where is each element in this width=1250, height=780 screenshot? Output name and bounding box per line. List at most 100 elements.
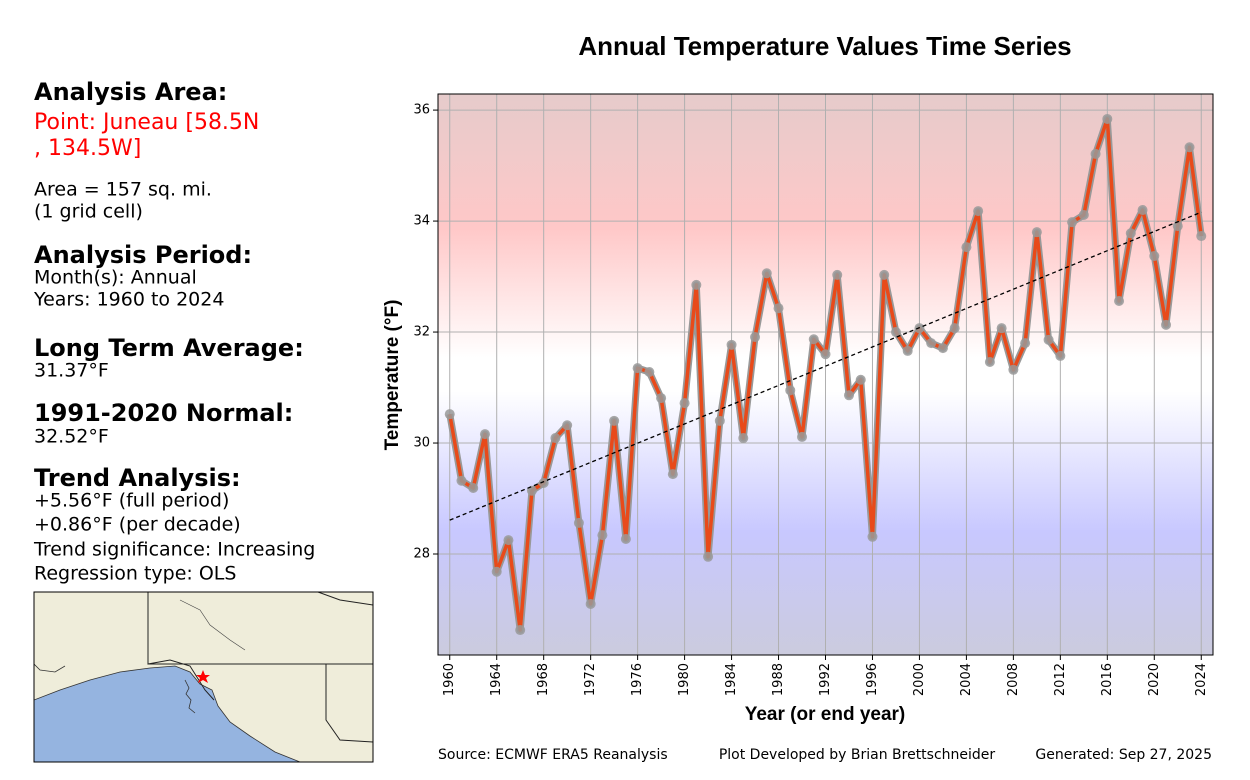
data-point bbox=[714, 415, 725, 426]
y-tick-label: 34 bbox=[413, 214, 430, 229]
data-point bbox=[562, 420, 573, 431]
panel-heading: 1991-2020 Normal: bbox=[34, 399, 293, 427]
data-point bbox=[1137, 204, 1148, 215]
data-point bbox=[573, 517, 584, 528]
data-point bbox=[456, 475, 467, 486]
data-point bbox=[597, 530, 608, 541]
data-point bbox=[1184, 142, 1195, 153]
data-point bbox=[1008, 364, 1019, 375]
chart-title: Annual Temperature Values Time Series bbox=[578, 31, 1071, 61]
data-point bbox=[491, 566, 502, 577]
data-point bbox=[937, 343, 948, 354]
data-point bbox=[996, 323, 1007, 334]
data-point bbox=[1102, 113, 1113, 124]
data-point bbox=[1172, 221, 1183, 232]
panel-heading: Long Term Average: bbox=[34, 334, 304, 362]
x-tick-label: 1976 bbox=[630, 663, 645, 696]
data-point bbox=[984, 357, 995, 368]
panel-text: Years: 1960 to 2024 bbox=[33, 289, 224, 311]
data-point bbox=[867, 531, 878, 542]
panel-point: Point: Juneau [58.5N bbox=[34, 110, 259, 135]
data-point bbox=[538, 477, 549, 488]
panel-text: Regression type: OLS bbox=[34, 563, 236, 585]
data-point bbox=[750, 332, 761, 343]
data-point bbox=[879, 269, 890, 280]
panel-heading: Trend Analysis: bbox=[34, 464, 241, 492]
y-tick-label: 32 bbox=[413, 325, 430, 340]
panel-text: Trend significance: Increasing bbox=[33, 539, 315, 561]
data-point bbox=[503, 535, 514, 546]
data-point bbox=[961, 242, 972, 253]
data-point bbox=[526, 485, 537, 496]
data-point bbox=[444, 409, 455, 420]
location-map bbox=[34, 592, 373, 762]
panel-text: +0.86°F (per decade) bbox=[34, 514, 241, 536]
data-point bbox=[479, 429, 490, 440]
x-tick-label: 1968 bbox=[536, 663, 551, 696]
panel-point: , 134.5W] bbox=[34, 136, 141, 161]
x-tick-label: 2020 bbox=[1147, 663, 1162, 696]
x-tick-label: 1980 bbox=[677, 663, 692, 696]
data-point bbox=[949, 323, 960, 334]
data-point bbox=[902, 345, 913, 356]
data-point bbox=[726, 339, 737, 350]
data-point bbox=[585, 598, 596, 609]
x-tick-label: 1964 bbox=[489, 663, 504, 696]
data-point bbox=[1114, 295, 1125, 306]
data-point bbox=[926, 338, 937, 349]
data-point bbox=[703, 551, 714, 562]
data-point bbox=[1090, 148, 1101, 159]
x-tick-label: 1996 bbox=[865, 663, 880, 696]
data-point bbox=[738, 433, 749, 444]
data-point bbox=[785, 385, 796, 396]
x-tick-label: 2008 bbox=[1006, 663, 1021, 696]
data-point bbox=[550, 433, 561, 444]
trend-line bbox=[449, 211, 1202, 521]
data-point bbox=[1161, 319, 1172, 330]
panel-text: +5.56°F (full period) bbox=[34, 490, 229, 512]
footer-source: Source: ECMWF ERA5 Reanalysis bbox=[438, 747, 668, 763]
data-point bbox=[832, 269, 843, 280]
data-point bbox=[656, 393, 667, 404]
y-axis-label: Temperature (°F) bbox=[382, 300, 403, 451]
panel-heading: Analysis Period: bbox=[34, 241, 252, 269]
y-tick-label: 28 bbox=[413, 547, 430, 562]
data-point bbox=[773, 303, 784, 314]
data-point bbox=[1078, 209, 1089, 220]
data-point bbox=[855, 374, 866, 385]
data-point bbox=[644, 367, 655, 378]
y-tick-label: 36 bbox=[413, 103, 430, 118]
x-tick-label: 1988 bbox=[771, 663, 786, 696]
data-point bbox=[679, 398, 690, 409]
data-point bbox=[843, 390, 854, 401]
x-tick-label: 2016 bbox=[1100, 663, 1115, 696]
x-tick-label: 2000 bbox=[912, 663, 927, 696]
data-point bbox=[620, 534, 631, 545]
marks bbox=[444, 113, 1207, 636]
data-point bbox=[1149, 251, 1160, 262]
data-point bbox=[468, 482, 479, 493]
x-axis-label: Year (or end year) bbox=[745, 704, 906, 725]
x-tick-label: 1984 bbox=[724, 663, 739, 696]
footer-generated: Generated: Sep 27, 2025 bbox=[1035, 747, 1212, 763]
y-tick-label: 30 bbox=[413, 436, 430, 451]
data-point bbox=[1055, 350, 1066, 361]
data-point bbox=[1043, 334, 1054, 345]
x-tick-label: 2004 bbox=[959, 663, 974, 696]
x-tick-label: 2024 bbox=[1194, 663, 1209, 696]
panel-heading: Analysis Area: bbox=[34, 78, 227, 106]
x-tick-label: 1960 bbox=[442, 663, 457, 696]
data-point bbox=[797, 431, 808, 442]
panel-text: 32.52°F bbox=[34, 426, 109, 448]
x-tick-label: 2012 bbox=[1053, 663, 1068, 696]
footer-developer: Plot Developed by Brian Brettschneider bbox=[719, 747, 996, 763]
data-point bbox=[609, 415, 620, 426]
data-point bbox=[1020, 338, 1031, 349]
data-point bbox=[1067, 217, 1078, 228]
data-point bbox=[761, 268, 772, 279]
panel-text: Month(s): Annual bbox=[34, 267, 197, 289]
data-point bbox=[691, 279, 702, 290]
data-point bbox=[1196, 231, 1207, 242]
